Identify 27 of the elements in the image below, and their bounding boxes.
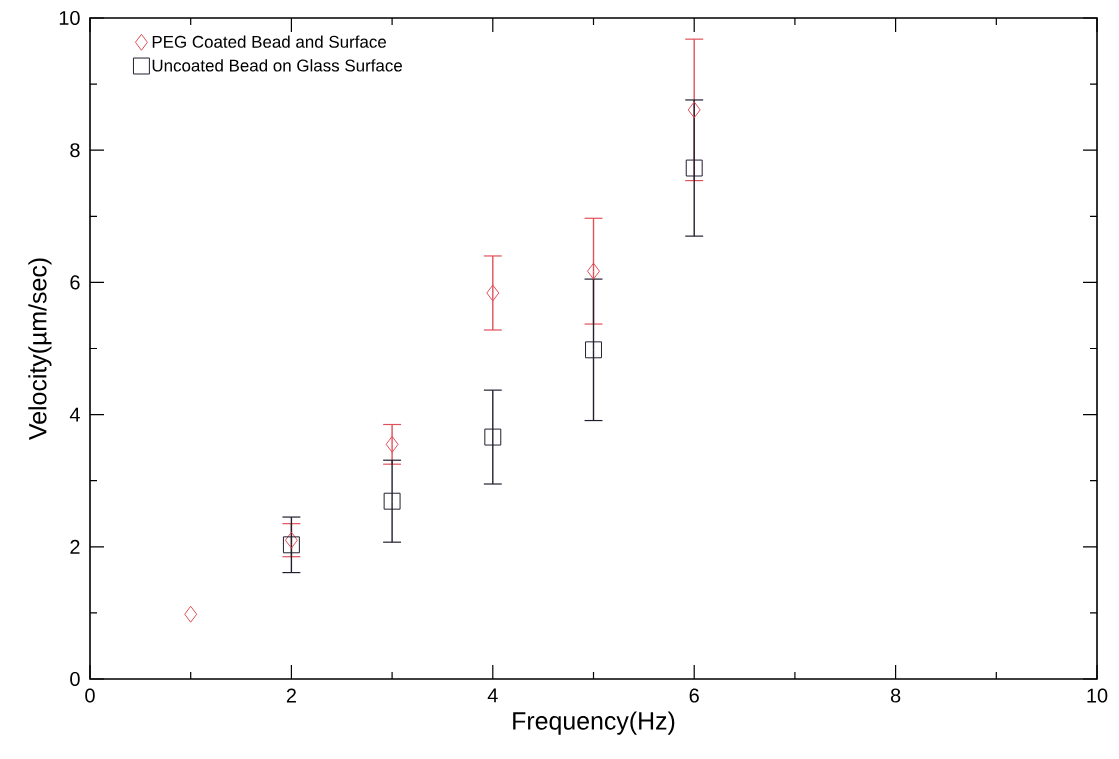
legend-label: PEG Coated Bead and Surface: [152, 35, 386, 48]
legend-label: Uncoated Bead on Glass Surface: [152, 59, 402, 72]
point: [484, 428, 502, 446]
x-tick-label: 0: [85, 688, 95, 703]
x-tick-label: 4: [487, 688, 498, 703]
point: [282, 536, 300, 554]
point: [184, 605, 198, 623]
y-tick-label: 10: [59, 10, 80, 26]
x-tick-label: 2: [286, 688, 296, 703]
x-axis-title: Frequency(Hz): [513, 711, 675, 735]
y-axis-title: Velocity(µm/sec): [28, 258, 52, 440]
x-tick-label: 6: [689, 688, 699, 703]
y-tick-label: 8: [70, 143, 80, 158]
point: [284, 531, 298, 549]
y-tick-label: 6: [70, 275, 80, 290]
point: [486, 284, 500, 302]
point: [585, 341, 602, 359]
point: [385, 435, 399, 453]
point: [587, 262, 600, 280]
x-tick-label: 8: [890, 688, 901, 703]
y-tick-label: 0: [70, 671, 80, 687]
x-tick-label: 10: [1087, 688, 1108, 703]
point: [383, 492, 401, 510]
y-tick-label: 4: [69, 407, 80, 422]
point: [685, 159, 703, 177]
y-tick-label: 2: [70, 539, 80, 554]
point: [687, 101, 701, 119]
